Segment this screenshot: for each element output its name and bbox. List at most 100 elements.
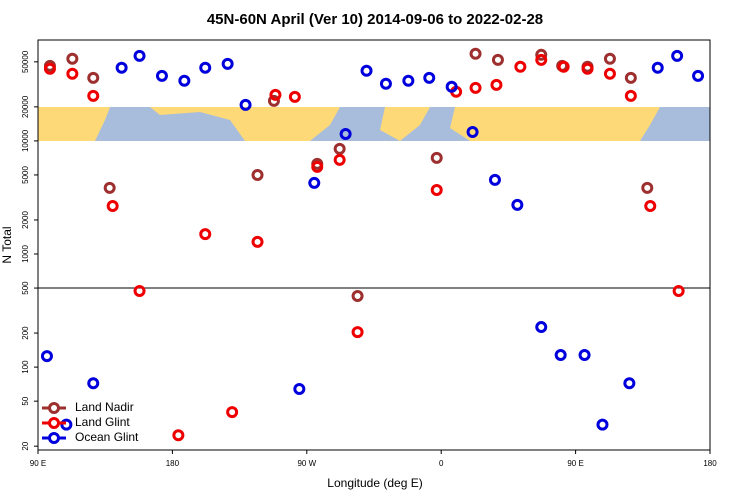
point (554, 348, 567, 361)
y-tick-label: 50000 (21, 50, 30, 73)
point (155, 69, 168, 82)
y-tick-label: 20000 (21, 95, 30, 118)
point (360, 64, 373, 77)
point (469, 81, 482, 94)
map-land (150, 107, 340, 141)
point (333, 142, 346, 155)
point (66, 67, 79, 80)
point (491, 53, 504, 66)
point (402, 74, 415, 87)
point (581, 62, 594, 75)
point (430, 151, 443, 164)
point (514, 60, 527, 73)
point (445, 80, 458, 93)
point (351, 326, 364, 339)
x-tick-label: 0 (439, 459, 444, 468)
y-tick-label: 200 (21, 326, 30, 340)
y-tick-label: 10000 (21, 129, 30, 152)
point (311, 160, 324, 173)
point (603, 52, 616, 65)
point (596, 418, 609, 431)
point (87, 89, 100, 102)
point (267, 94, 280, 107)
point (578, 348, 591, 361)
point (423, 71, 436, 84)
point (624, 89, 637, 102)
point (430, 184, 443, 197)
point (40, 350, 53, 363)
point (651, 61, 664, 74)
point (221, 57, 234, 70)
point (535, 48, 548, 61)
point (288, 90, 301, 103)
y-tick-label: 50 (21, 396, 30, 405)
legend-label: Ocean Glint (75, 430, 139, 444)
x-tick-label: 90 E (567, 459, 583, 468)
x-tick-label: 180 (166, 459, 180, 468)
point (199, 61, 212, 74)
point (106, 199, 119, 212)
y-tick-label: 1000 (21, 245, 30, 263)
point (490, 78, 503, 91)
y-tick-label: 20 (21, 441, 30, 450)
point (115, 61, 128, 74)
point (251, 235, 264, 248)
point (351, 290, 364, 303)
point (466, 125, 479, 138)
map-land (450, 107, 660, 141)
point (239, 98, 252, 111)
x-tick-label: 90 E (30, 459, 46, 468)
legend-label: Land Glint (75, 415, 130, 429)
point (511, 198, 524, 211)
map-strip (38, 107, 710, 141)
y-axis-label: N Total (0, 226, 14, 263)
point (133, 284, 146, 297)
point (469, 47, 482, 60)
point (172, 429, 185, 442)
point (379, 77, 392, 90)
point (488, 173, 501, 186)
x-tick-label: 180 (703, 459, 717, 468)
point (66, 52, 79, 65)
point (226, 406, 239, 419)
point (671, 49, 684, 62)
point (133, 49, 146, 62)
point (87, 377, 100, 390)
point (269, 88, 282, 101)
x-tick-label: 90 W (297, 459, 316, 468)
point (535, 321, 548, 334)
y-tick-label: 2000 (21, 211, 30, 229)
y-tick-label: 500 (21, 281, 30, 295)
y-tick-label: 100 (21, 360, 30, 374)
point (603, 67, 616, 80)
map-land (38, 107, 110, 141)
plot-frame (37, 39, 711, 451)
point (623, 377, 636, 390)
point (308, 176, 321, 189)
point (339, 128, 352, 141)
chart-title: 45N-60N April (Ver 10) 2014-09-06 to 202… (207, 11, 543, 28)
point (624, 71, 637, 84)
x-axis-label: Longitude (deg E) (327, 476, 422, 490)
point (535, 53, 548, 66)
point (251, 168, 264, 181)
point (672, 284, 685, 297)
legend-marker (48, 432, 60, 444)
point (43, 62, 56, 75)
y-tick-label: 5000 (21, 166, 30, 184)
point (641, 181, 654, 194)
point (87, 71, 100, 84)
point (60, 418, 73, 431)
point (178, 74, 191, 87)
point (333, 153, 346, 166)
point (293, 383, 306, 396)
point (103, 181, 116, 194)
point (644, 199, 657, 212)
legend-marker (48, 402, 60, 414)
point (199, 228, 212, 241)
point (692, 69, 705, 82)
point (557, 60, 570, 73)
legend-label: Land Nadir (75, 400, 134, 414)
legend-marker (48, 417, 60, 429)
